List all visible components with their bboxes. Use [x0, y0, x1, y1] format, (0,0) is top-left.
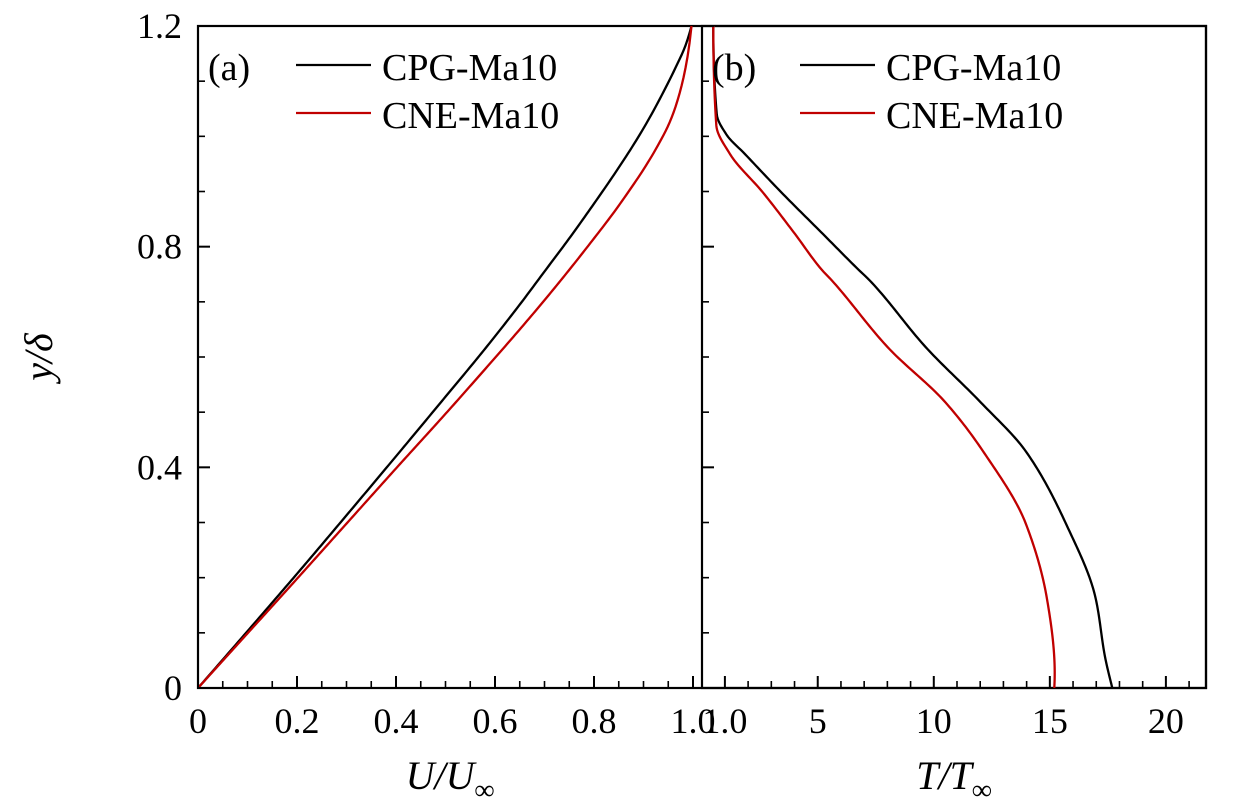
svg-text:y/δ: y/δ [16, 332, 61, 385]
svg-text:0.4: 0.4 [137, 447, 182, 487]
svg-text:(a): (a) [208, 47, 250, 89]
svg-text:0.6: 0.6 [473, 701, 518, 741]
svg-text:0.4: 0.4 [374, 701, 419, 741]
svg-text:(b): (b) [712, 47, 756, 89]
svg-text:0: 0 [189, 701, 207, 741]
svg-text:CPG-Ma10: CPG-Ma10 [382, 47, 557, 89]
svg-text:0.8: 0.8 [137, 227, 182, 267]
svg-text:0.8: 0.8 [572, 701, 617, 741]
svg-text:CNE-Ma10: CNE-Ma10 [382, 95, 559, 137]
svg-text:5: 5 [809, 701, 827, 741]
svg-text:T/T∞: T/T∞ [916, 753, 992, 806]
svg-text:1.2: 1.2 [137, 6, 182, 46]
svg-text:0.2: 0.2 [275, 701, 320, 741]
svg-text:10: 10 [916, 701, 952, 741]
svg-text:15: 15 [1032, 701, 1068, 741]
svg-text:CPG-Ma10: CPG-Ma10 [886, 47, 1061, 89]
svg-text:U/U∞: U/U∞ [406, 753, 495, 806]
svg-text:CNE-Ma10: CNE-Ma10 [886, 95, 1063, 137]
svg-text:1.0: 1.0 [702, 701, 747, 741]
svg-text:0: 0 [164, 668, 182, 708]
svg-text:20: 20 [1148, 701, 1184, 741]
